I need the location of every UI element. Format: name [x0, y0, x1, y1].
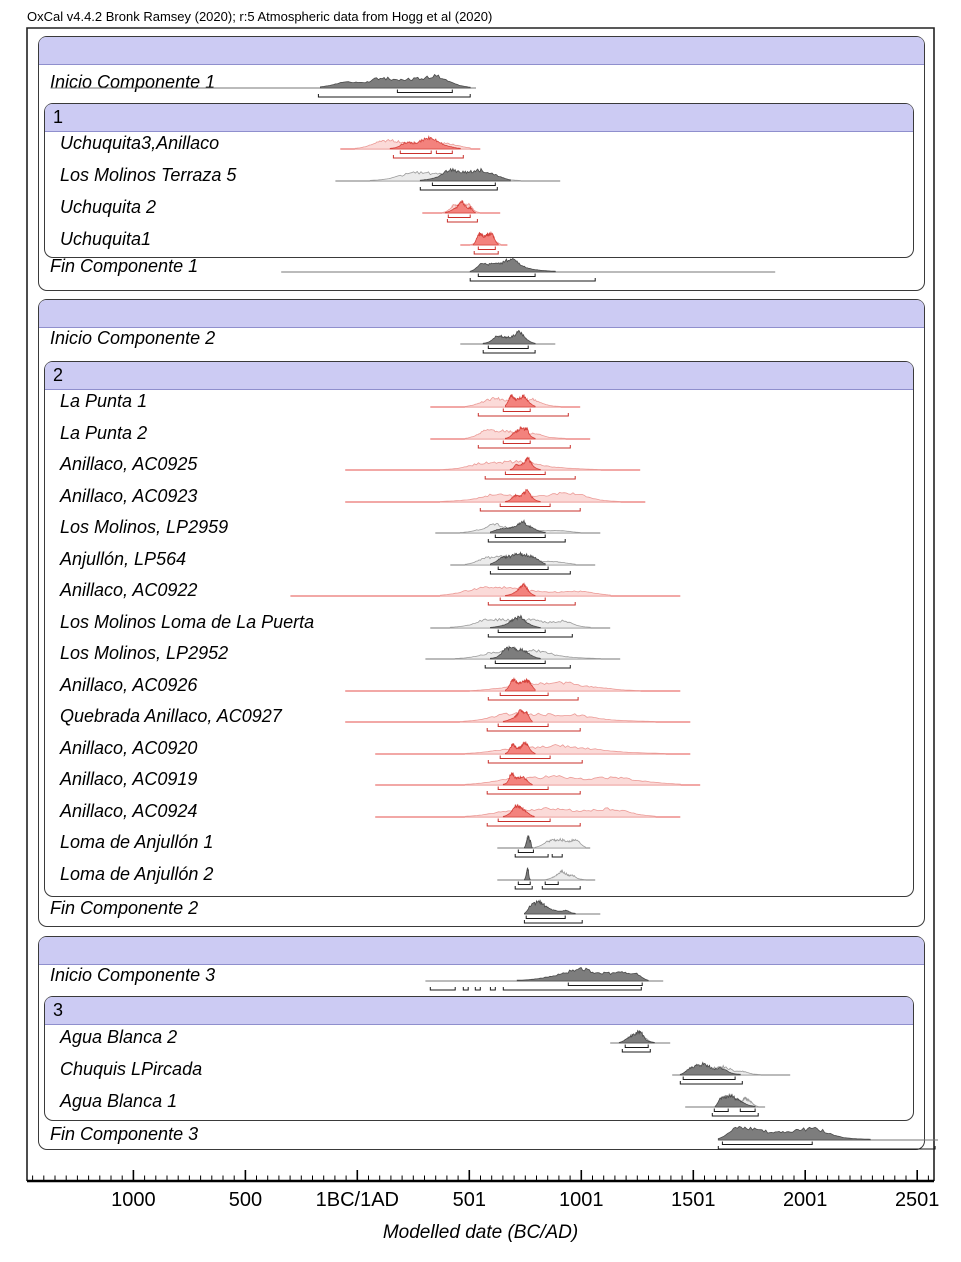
distribution-plot: [435, 519, 601, 543]
distribution-plot: [450, 550, 596, 574]
distribution-plot: [345, 708, 691, 732]
sample-label: Anillaco, AC0920: [60, 737, 198, 758]
sequence-box-2: [38, 299, 925, 927]
sample-label: Los Molinos Terraza 5: [60, 165, 237, 185]
phase-header-band: 1: [45, 104, 913, 132]
distribution-plot: [345, 488, 646, 511]
sample-label: Anillaco, AC0925: [60, 454, 198, 474]
distribution-plot: [497, 835, 591, 858]
sample-label: Los Molinos, LP2959: [60, 517, 229, 537]
axis-tick-label: 1001: [559, 1189, 604, 1211]
sample-label: Uchuquita 2: [60, 197, 157, 217]
distribution-plot: [281, 258, 776, 282]
boundary-label: Fin Componente 3: [50, 1124, 199, 1144]
boundary-label: Fin Componente 2: [50, 898, 199, 918]
distribution-plot: [345, 456, 641, 480]
distribution-plot: [425, 966, 664, 991]
axis-tick-label: 1BC/1AD: [316, 1189, 399, 1211]
sample-label: Loma de Anjullón 2: [60, 863, 214, 884]
distribution-plot: [460, 329, 556, 354]
distribution-plot: [375, 803, 681, 826]
sample-label: Anillaco, AC0922: [60, 580, 198, 600]
sequence-header-band: [39, 37, 924, 65]
distribution-plot: [422, 199, 501, 223]
distribution-plot: [375, 740, 691, 763]
distribution-plot: [685, 1093, 766, 1117]
phase-number: 1: [53, 107, 64, 127]
sample-label: Los Molinos, LP2952: [60, 643, 229, 663]
sample-label: Loma de Anjullón 1: [60, 832, 214, 852]
sample-label: Anjullón, LP564: [60, 548, 187, 569]
phase-box-1: 1: [44, 103, 914, 258]
sequence-box-3: [38, 936, 925, 1150]
axis-title: Modelled date (BC/AD): [382, 1222, 579, 1243]
axis-tick-label: 1501: [671, 1189, 716, 1211]
distribution-plot: [717, 1126, 938, 1150]
phase-header-band: 3: [45, 997, 913, 1025]
boundary-label: Inicio Componente 3: [50, 965, 216, 985]
distribution-plot: [425, 645, 621, 669]
boundary-label: Fin Componente 1: [50, 256, 199, 276]
distribution-plot: [460, 231, 508, 255]
distribution-plot: [335, 167, 561, 191]
phase-box-2: 2: [44, 361, 914, 897]
sample-label: Anillaco, AC0926: [60, 674, 198, 695]
sample-label: Uchuquita3,Anillaco: [60, 133, 220, 153]
phase-number: 2: [53, 365, 64, 385]
sample-label: Anillaco, AC0919: [60, 769, 198, 789]
distribution-plot: [345, 676, 681, 700]
sequence-header-band: [39, 300, 924, 328]
distribution-plot: [430, 394, 581, 417]
sample-label: Anillaco, AC0923: [60, 485, 198, 506]
phase-number: 3: [53, 1000, 64, 1020]
axis-tick-label: 500: [229, 1189, 262, 1211]
sample-label: Quebrada Anillaco, AC0927: [60, 706, 282, 726]
distribution-plot: [610, 1029, 671, 1053]
phase-header-band: 2: [45, 362, 913, 390]
sequence-header-band: [39, 937, 924, 965]
axis-tick-label: 2501: [895, 1189, 940, 1211]
sample-label: La Punta 2: [60, 422, 148, 443]
sample-label: Uchuquita1: [60, 229, 152, 249]
distribution-plot: [375, 772, 701, 795]
distribution-plot: [430, 613, 611, 637]
distribution-plot: [523, 899, 601, 924]
sample-label: Chuquis LPircada: [60, 1059, 203, 1079]
sample-label: Anillaco, AC0924: [60, 800, 198, 821]
sample-label: Agua Blanca 2: [60, 1027, 178, 1047]
distribution-plot: [497, 866, 596, 889]
boundary-label: Inicio Componente 2: [50, 328, 216, 348]
sample-label: La Punta 1: [60, 391, 148, 411]
axis-tick-label: 501: [453, 1189, 486, 1211]
sample-label: Agua Blanca 1: [60, 1091, 178, 1111]
axis-tick-label: 2001: [783, 1189, 828, 1211]
distribution-plot: [290, 582, 681, 606]
distribution-plot: [672, 1061, 791, 1085]
distribution-plot: [430, 425, 591, 448]
credit-line: OxCal v4.4.2 Bronk Ramsey (2020); r:5 At…: [27, 9, 493, 24]
sequence-box-1: [38, 36, 925, 291]
sample-label: Los Molinos Loma de La Puerta: [60, 611, 315, 632]
axis-tick-label: 1000: [111, 1189, 156, 1211]
distribution-plot: [50, 73, 476, 98]
distribution-plot: [340, 135, 481, 159]
phase-box-3: 3: [44, 996, 914, 1121]
boundary-label: Inicio Componente 1: [50, 72, 216, 92]
